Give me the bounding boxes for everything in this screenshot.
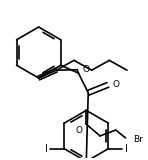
Text: O: O bbox=[75, 126, 82, 135]
Text: O: O bbox=[113, 80, 120, 89]
Text: I: I bbox=[45, 144, 48, 154]
Text: O: O bbox=[82, 65, 89, 74]
Text: I: I bbox=[125, 144, 128, 154]
Text: Br: Br bbox=[133, 135, 143, 144]
